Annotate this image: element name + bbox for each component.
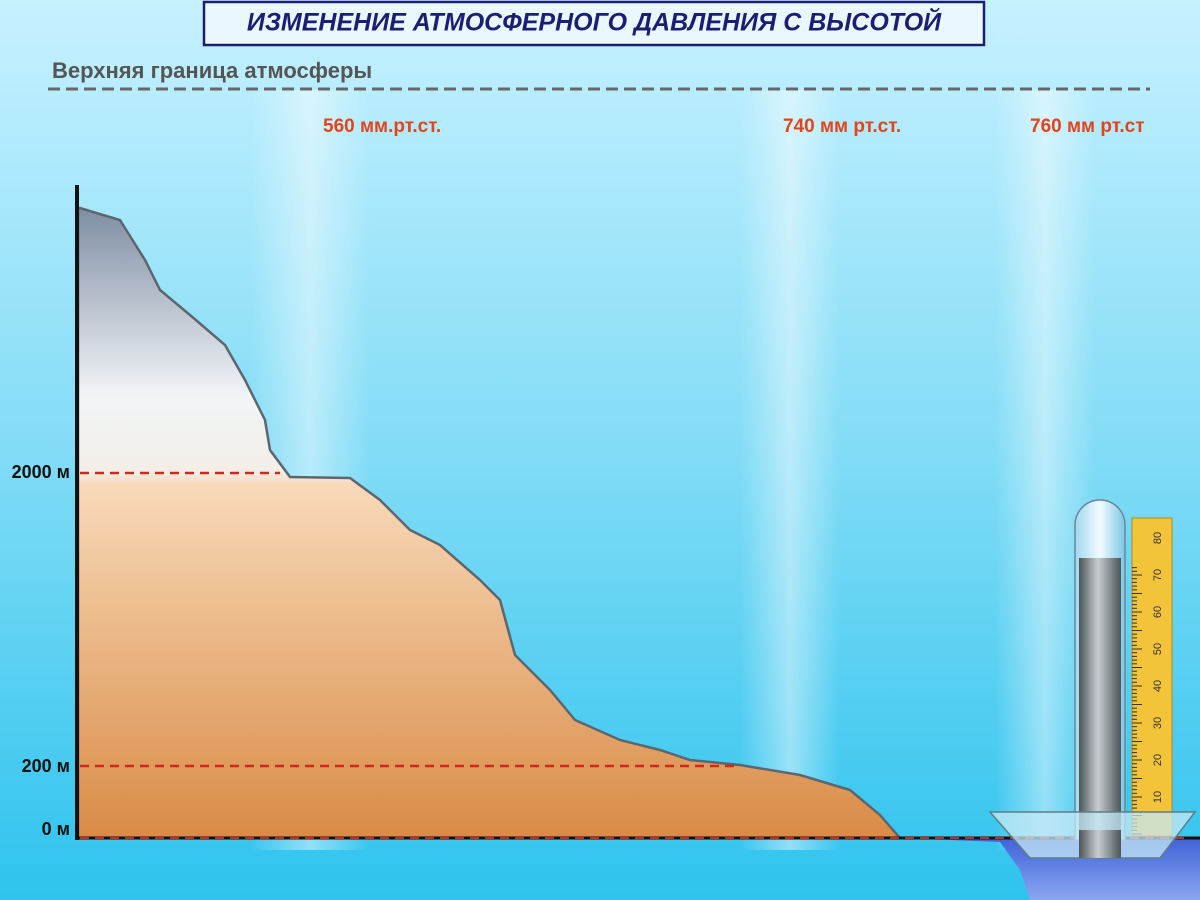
scale-number: 10 — [1152, 791, 1164, 803]
pressure-label: 740 мм рт.ст. — [783, 116, 901, 137]
upper-boundary-label: Верхняя граница атмосферы — [52, 58, 372, 83]
scale-number: 60 — [1152, 606, 1164, 618]
altitude-label: 200 м — [22, 756, 70, 776]
mercury — [1079, 558, 1121, 838]
title: ИЗМЕНЕНИЕ АТМОСФЕРНОГО ДАВЛЕНИЯ С ВЫСОТО… — [247, 7, 942, 37]
scale-number: 70 — [1152, 569, 1164, 581]
altitude-label: 0 м — [42, 819, 70, 839]
scale-number: 20 — [1152, 754, 1164, 766]
scale-number: 50 — [1152, 643, 1164, 655]
barometer: 10 20 30 40 50 60 70 80 — [988, 499, 1197, 859]
mercury-pool — [1079, 830, 1121, 858]
pressure-label: 560 мм.рт.ст. — [323, 116, 441, 137]
mountain — [76, 206, 903, 840]
scale-marks: 10 20 30 40 50 60 70 80 — [1132, 532, 1164, 835]
scale-number: 30 — [1152, 717, 1164, 729]
pressure-label: 760 мм рт.ст — [1030, 116, 1145, 137]
scale-number: 80 — [1152, 532, 1164, 544]
scale-number: 40 — [1152, 680, 1164, 692]
scale — [1131, 517, 1173, 837]
altitude-label: 2000 м — [12, 462, 70, 482]
title-box — [202, 0, 986, 47]
light-beam — [740, 90, 840, 850]
